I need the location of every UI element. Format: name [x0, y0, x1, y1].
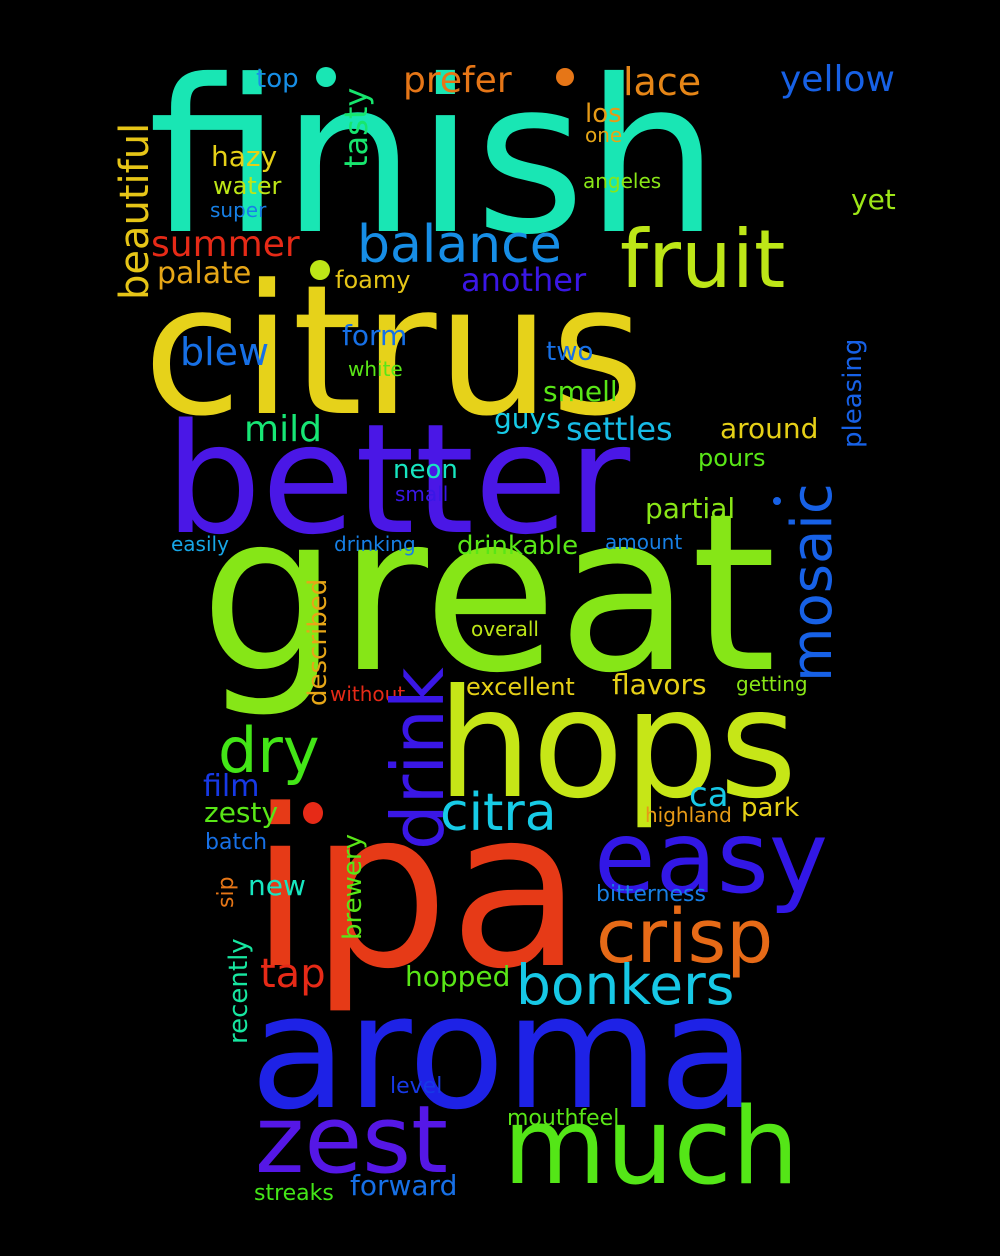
word-highland: highland	[645, 803, 732, 827]
word-smell: smell	[543, 375, 618, 408]
word-top: top	[256, 64, 299, 94]
word-around: around	[720, 412, 819, 445]
word-without: without	[330, 682, 406, 706]
dot	[303, 802, 323, 824]
word-flavors: flavors	[612, 668, 707, 701]
word-another: another	[461, 261, 587, 299]
word-balance: balance	[357, 215, 562, 275]
word-recently: recently	[224, 938, 254, 1044]
word-new: new	[248, 869, 306, 902]
word-ca: ca	[689, 775, 729, 815]
word-pleasing: pleasing	[838, 338, 868, 448]
word-park: park	[741, 793, 800, 823]
word-drinkable: drinkable	[457, 531, 579, 561]
word-overall: overall	[471, 617, 539, 641]
word-guys: guys	[494, 402, 561, 435]
word-getting: getting	[736, 672, 808, 696]
word-streaks: streaks	[254, 1181, 334, 1206]
word-zesty: zesty	[204, 796, 279, 829]
word-white: white	[348, 357, 403, 381]
word-mosaic: mosaic	[780, 483, 845, 682]
word-great: great	[200, 468, 777, 721]
word-tasty: tasty	[337, 87, 375, 168]
word-drink: drink	[376, 667, 460, 850]
word-level: level	[390, 1074, 443, 1099]
word-foamy: foamy	[335, 266, 411, 294]
word-excellent: excellent	[466, 673, 575, 701]
word-lace: lace	[623, 60, 702, 104]
word-one: one	[585, 123, 623, 147]
word-amount: amount	[605, 530, 683, 554]
word-neon: neon	[393, 455, 458, 485]
word-easily: easily	[171, 532, 229, 556]
word-brewery: brewery	[338, 834, 368, 940]
word-forward: forward	[350, 1169, 458, 1202]
word-small: small	[395, 482, 449, 506]
word-citrus: citrus	[143, 247, 645, 456]
word-dry: dry	[218, 714, 320, 787]
word-bitterness: bitterness	[596, 882, 706, 907]
word-hazy: hazy	[211, 140, 278, 173]
word-tap: tap	[260, 951, 326, 997]
word-zest: zest	[255, 1086, 449, 1195]
word-summer: summer	[151, 224, 300, 265]
word-mild: mild	[244, 409, 322, 450]
word-sip: sip	[214, 876, 239, 908]
word-super: super	[210, 198, 267, 222]
word-water: water	[213, 172, 282, 200]
word-better: better	[165, 391, 631, 568]
word-angeles: angeles	[583, 169, 662, 193]
word-batch: batch	[205, 830, 268, 855]
word-beautiful: beautiful	[112, 122, 158, 300]
word-fruit: fruit	[620, 213, 786, 306]
word-citra: citra	[440, 783, 557, 843]
word-partial: partial	[645, 492, 736, 525]
word-mouthfeel: mouthfeel	[507, 1106, 620, 1131]
dot	[556, 68, 574, 86]
word-palate: palate	[157, 256, 252, 291]
word-hops: hops	[437, 658, 798, 832]
word-film: film	[203, 769, 260, 804]
word-described: described	[303, 578, 333, 706]
word-bonkers: bonkers	[516, 953, 735, 1017]
word-much: much	[503, 1085, 799, 1208]
word-form: form	[342, 319, 408, 352]
word-easy: easy	[594, 799, 829, 916]
word-pours: pours	[698, 444, 766, 472]
dot	[310, 260, 330, 280]
word-crisp: crisp	[596, 894, 774, 980]
word-drinking: drinking	[334, 532, 416, 556]
dot	[773, 497, 781, 505]
word-finish: finish	[148, 34, 720, 281]
word-yet: yet	[851, 183, 896, 216]
word-yellow: yellow	[780, 59, 895, 100]
word-two: two	[546, 337, 594, 367]
word-prefer: prefer	[403, 60, 512, 101]
word-settles: settles	[566, 410, 673, 448]
word-aroma: aroma	[250, 961, 756, 1145]
word-los: los	[585, 99, 622, 129]
word-hopped: hopped	[405, 960, 511, 993]
dot	[316, 67, 336, 87]
word-blew: blew	[180, 330, 270, 374]
